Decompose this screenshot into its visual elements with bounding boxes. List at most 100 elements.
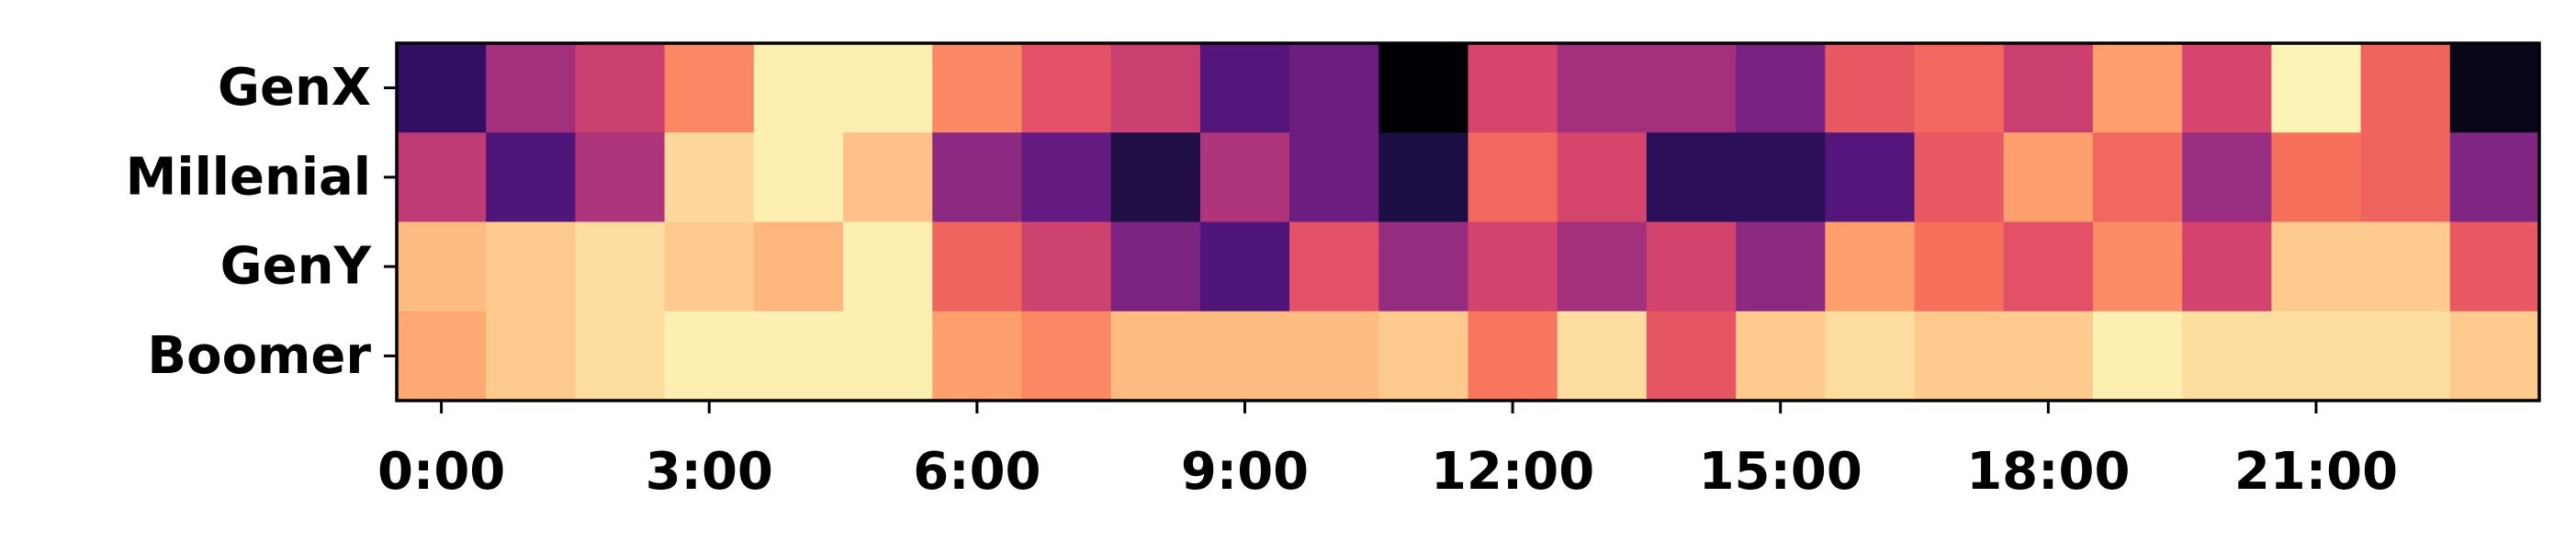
heatmap-cell (1110, 311, 1201, 401)
heatmap-cell (664, 43, 755, 133)
heatmap-cell (932, 311, 1023, 401)
heatmap-cell (1736, 43, 1826, 133)
heatmap-cell (1825, 132, 1916, 223)
heatmap-cell (1736, 311, 1826, 401)
heatmap-cell (575, 221, 666, 312)
heatmap-cell (2449, 132, 2540, 223)
heatmap-cell (1825, 43, 1916, 133)
heatmap-cell (2003, 132, 2094, 223)
heatmap-cell (1378, 43, 1469, 133)
heatmap-cell (575, 311, 666, 401)
heatmap-cell (1557, 221, 1648, 312)
heatmap-cell (2092, 311, 2183, 401)
heatmap-cell (1110, 221, 1201, 312)
heatmap-cell (843, 311, 933, 401)
heatmap-cell (2182, 221, 2272, 312)
plot-frame (395, 41, 2541, 402)
heatmap-cell (1199, 221, 1290, 312)
heatmap-cell (753, 311, 844, 401)
heatmap-cell (1289, 43, 1379, 133)
heatmap-cell (397, 132, 487, 223)
x-tick-label: 6:00 (913, 442, 1041, 502)
heatmap-cell (1199, 132, 1290, 223)
heatmap-cell (1378, 221, 1469, 312)
heatmap-cell (1110, 132, 1201, 223)
x-tick-label: 3:00 (646, 442, 773, 502)
heatmap-cell (1021, 311, 1112, 401)
heatmap-cell (397, 311, 487, 401)
heatmap-cell (843, 132, 933, 223)
y-axis: GenX Millenial GenY Boomer (126, 58, 397, 386)
heatmap-cell (1021, 43, 1112, 133)
heatmap-cell (1468, 132, 1558, 223)
x-axis: 0:00 3:00 6:00 9:00 12:00 15:00 18:00 21:00 (377, 401, 2398, 502)
heatmap-cell (1289, 311, 1379, 401)
heatmap-cell (2003, 221, 2094, 312)
x-tick-label: 18:00 (1966, 442, 2130, 502)
heatmap-cell (2182, 132, 2272, 223)
heatmap-cell (1646, 311, 1737, 401)
heatmap-cell (486, 221, 577, 312)
heatmap-cell (2449, 311, 2540, 401)
heatmap-cell (932, 221, 1023, 312)
heatmap-cell (843, 43, 933, 133)
heatmap-cell (1289, 132, 1379, 223)
heatmap-cell (753, 132, 844, 223)
x-tick-label: 12:00 (1431, 442, 1594, 502)
heatmap-cell (2003, 43, 2094, 133)
heatmap-cell (2271, 43, 2362, 133)
heatmap-cell (1557, 311, 1648, 401)
heatmap-cell (1468, 311, 1558, 401)
heatmap-cell (2092, 43, 2183, 133)
y-tick-label: GenY (220, 237, 373, 297)
heatmap-cell (1199, 43, 1290, 133)
heatmap-cell (753, 43, 844, 133)
heatmap-cell (1914, 311, 2005, 401)
heatmap-cell (2182, 311, 2272, 401)
heatmap-cell (1646, 132, 1737, 223)
heatmap-cell (575, 43, 666, 133)
heatmap-cell (2271, 311, 2362, 401)
heatmap-cell (2092, 221, 2183, 312)
x-tick-label: 0:00 (377, 442, 505, 502)
heatmap-cell (2360, 221, 2451, 312)
heatmap-cell (1914, 132, 2005, 223)
heatmap-cell (1825, 221, 1916, 312)
heatmap-cell (1199, 311, 1290, 401)
heatmap-cell (1468, 221, 1558, 312)
heatmap-cell (2449, 221, 2540, 312)
heatmap-cell (1378, 132, 1469, 223)
heatmap-cell (753, 221, 844, 312)
heatmap-cell (1289, 221, 1379, 312)
heatmap-cell (2360, 132, 2451, 223)
heatmap-cell (843, 221, 933, 312)
heatmap-cell (1914, 221, 2005, 312)
heatmap-cell (2360, 311, 2451, 401)
x-tick-label: 9:00 (1181, 442, 1309, 502)
heatmap-cell (486, 43, 577, 133)
heatmap-cell (1021, 132, 1112, 223)
heatmap-cell (2092, 132, 2183, 223)
heatmap-cell (1557, 43, 1648, 133)
heatmap-cell (664, 311, 755, 401)
heatmap-cell (1110, 43, 1201, 133)
heatmap-cell (664, 132, 755, 223)
heatmap-cell (2449, 43, 2540, 133)
heatmap-cell (397, 221, 487, 312)
heatmap-cell (1021, 221, 1112, 312)
heatmap-cell (1736, 221, 1826, 312)
heatmap-cell (2182, 43, 2272, 133)
heatmap-cells (397, 43, 2540, 401)
heatmap-cell (1378, 311, 1469, 401)
heatmap-cell (932, 132, 1023, 223)
heatmap-cell (1646, 221, 1737, 312)
y-tick-label: GenX (218, 58, 371, 118)
heatmap-cell (664, 221, 755, 312)
heatmap-cell (1825, 311, 1916, 401)
heatmap-cell (2271, 221, 2362, 312)
x-tick-label: 21:00 (2234, 442, 2398, 502)
heatmap-cell (2360, 43, 2451, 133)
y-tick-label: Millenial (126, 147, 371, 207)
heatmap-cell (2271, 132, 2362, 223)
